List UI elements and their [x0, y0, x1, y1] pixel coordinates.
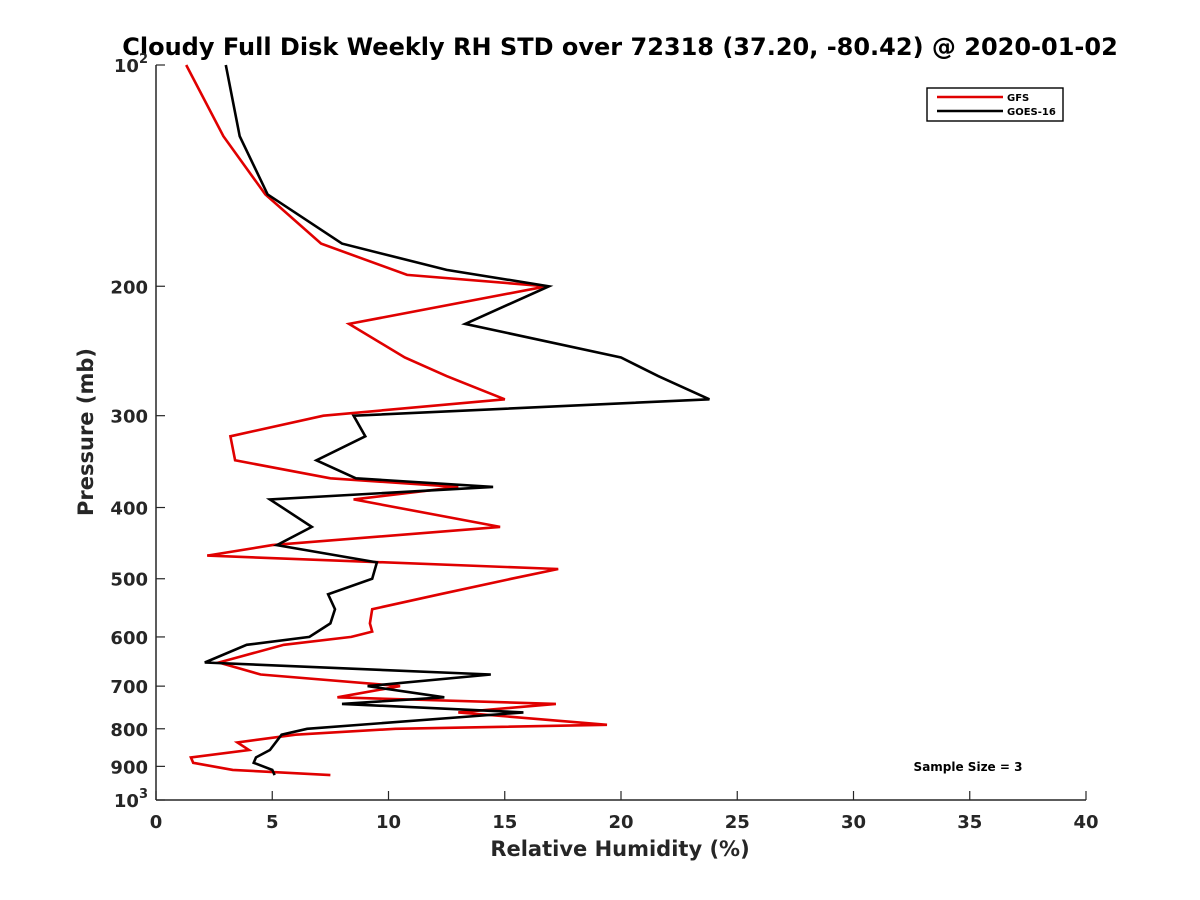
x-tick-label: 5 [266, 812, 279, 833]
series-line-gfs [185, 64, 608, 777]
x-tick-label: 10 [376, 812, 401, 833]
y-tick-label: 800 [110, 720, 148, 741]
y-tick-label: 300 [110, 407, 148, 428]
legend-label: GFS [1007, 93, 1029, 104]
x-tick-label: 0 [150, 812, 163, 833]
sample-size-annotation: Sample Size = 3 [914, 760, 1023, 774]
legend-label: GOES-16 [1007, 107, 1056, 118]
y-tick-label: 400 [110, 499, 148, 520]
y-axis-label: Pressure (mb) [74, 348, 98, 516]
series-line-goes-16 [204, 64, 710, 776]
y-tick-label: 900 [110, 757, 148, 778]
y-tick-label: 103 [114, 787, 148, 812]
y-tick-label: 600 [110, 628, 148, 649]
plot-area: 0 5 10 15 20 25 30 35 40 102 200 300 400 500 600 700 800… [110, 52, 1098, 833]
y-tick-label: 500 [110, 570, 148, 591]
x-tick-label: 40 [1073, 812, 1098, 833]
x-tick-label: 15 [492, 812, 517, 833]
x-axis-label: Relative Humidity (%) [490, 837, 749, 861]
x-tick-label: 35 [957, 812, 982, 833]
y-tick-label: 200 [110, 277, 148, 298]
x-tick-label: 30 [841, 812, 866, 833]
x-tick-label: 20 [608, 812, 633, 833]
x-tick-label: 25 [725, 812, 750, 833]
chart-title: Cloudy Full Disk Weekly RH STD over 7231… [122, 33, 1118, 61]
series-layer [185, 64, 710, 777]
legend: GFS GOES-16 [926, 87, 1064, 122]
y-tick-label: 102 [114, 52, 148, 77]
y-tick-label: 700 [110, 677, 148, 698]
legend-box [926, 87, 1064, 122]
